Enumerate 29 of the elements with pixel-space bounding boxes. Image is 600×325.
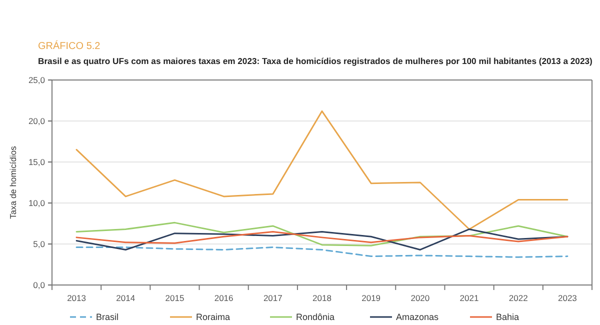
legend-label: Brasil [96, 312, 119, 322]
x-tick-label: 2017 [263, 293, 283, 303]
x-tick-label: 2013 [67, 293, 86, 303]
y-tick-label: 10,0 [28, 198, 46, 208]
x-tick-label: 2023 [558, 293, 578, 303]
line-series [76, 246, 568, 258]
y-axis-title: Taxa de homicídios [8, 146, 18, 219]
x-tick-label: 2016 [214, 293, 234, 303]
line-series [76, 230, 568, 244]
legend-label: Rondônia [296, 312, 335, 322]
legend-label: Amazonas [396, 312, 440, 322]
y-tick-label: 15,0 [28, 156, 46, 167]
x-tick-label: 2018 [312, 293, 332, 303]
y-tick-label: 0,0 [33, 280, 46, 290]
x-tick-label: 2020 [410, 293, 430, 303]
legend-label: Bahia [496, 312, 520, 322]
chart-subtitle: Brasil e as quatro UFs com as maiores taxas em 2023: Taxa de homicídios registrados de mulheres por 100 mil habitantes (2013 a 2023) [38, 56, 593, 66]
x-tick-label: 2019 [362, 293, 381, 303]
line-series [76, 110, 568, 230]
x-tick-label: 2021 [460, 293, 479, 303]
y-tick-label: 20,0 [28, 116, 46, 126]
y-tick-label: 25,0 [28, 74, 46, 85]
y-tick-label: 5,0 [33, 238, 46, 249]
chart-title: GRÁFICO 5.2 [38, 40, 101, 52]
x-tick-label: 2022 [508, 293, 528, 303]
line-series [76, 222, 568, 246]
legend-label: Roraima [196, 312, 230, 322]
x-tick-label: 2015 [165, 293, 184, 303]
x-tick-label: 2014 [116, 293, 136, 303]
